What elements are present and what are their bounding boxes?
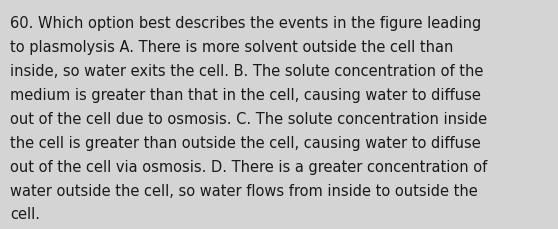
Text: 60. Which option best describes the events in the figure leading: 60. Which option best describes the even…: [10, 16, 482, 31]
Text: medium is greater than that in the cell, causing water to diffuse: medium is greater than that in the cell,…: [10, 87, 481, 102]
Text: the cell is greater than outside the cell, causing water to diffuse: the cell is greater than outside the cel…: [10, 135, 481, 150]
Text: cell.: cell.: [10, 207, 40, 221]
Text: inside, so water exits the cell. B. The solute concentration of the: inside, so water exits the cell. B. The …: [10, 64, 483, 79]
Text: out of the cell via osmosis. D. There is a greater concentration of: out of the cell via osmosis. D. There is…: [10, 159, 487, 174]
Text: water outside the cell, so water flows from inside to outside the: water outside the cell, so water flows f…: [10, 183, 478, 198]
Text: out of the cell due to osmosis. C. The solute concentration inside: out of the cell due to osmosis. C. The s…: [10, 111, 487, 126]
Text: to plasmolysis A. There is more solvent outside the cell than: to plasmolysis A. There is more solvent …: [10, 40, 454, 55]
